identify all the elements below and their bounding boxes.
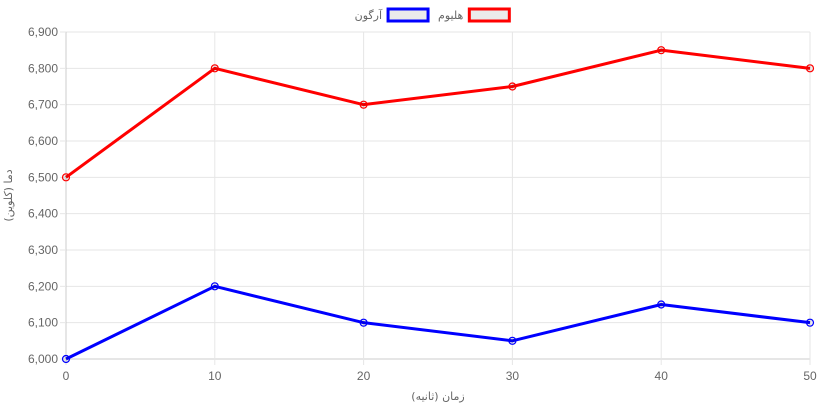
series-layer — [61, 46, 815, 364]
y-tick-label: 6,400 — [28, 207, 58, 221]
y-tick-label: 6,700 — [28, 98, 58, 112]
y-tick-label: 6,300 — [28, 243, 58, 257]
legend-label: هلیوم — [438, 9, 463, 22]
y-tick-label: 6,200 — [28, 279, 58, 293]
x-tick-label: 10 — [208, 369, 222, 383]
legend-swatch — [467, 7, 511, 23]
series-1 — [61, 46, 815, 182]
data-point[interactable] — [210, 282, 219, 291]
y-tick-label: 6,900 — [28, 25, 58, 39]
data-point[interactable] — [210, 64, 219, 73]
y-tick-label: 6,600 — [28, 134, 58, 148]
x-tick-label: 40 — [655, 369, 669, 383]
legend-item[interactable]: هلیوم — [438, 7, 511, 23]
y-tick-label: 6,100 — [28, 316, 58, 330]
series-line — [65, 48, 811, 179]
grid — [65, 31, 811, 360]
legend-label: آرگون — [355, 8, 383, 22]
data-point[interactable] — [805, 64, 815, 73]
axes: 6,000 6,100 6,200 6,300 6,400 6,500 6,600 6,700… — [28, 25, 817, 383]
data-point[interactable] — [508, 336, 517, 345]
data-point[interactable] — [359, 100, 368, 109]
x-tick-label: 0 — [63, 369, 70, 383]
data-point[interactable] — [61, 354, 71, 364]
y-tick-label: 6,000 — [28, 352, 58, 366]
y-axis-title: دما (کلوین) — [2, 169, 15, 221]
x-tick-label: 30 — [506, 369, 520, 383]
series-line — [65, 284, 811, 361]
legend-item[interactable]: آرگون — [355, 7, 430, 23]
data-point[interactable] — [657, 46, 666, 55]
legend[interactable]: هلیوم آرگون — [355, 7, 511, 23]
data-point[interactable] — [657, 300, 666, 309]
series-2 — [61, 282, 815, 364]
data-point[interactable] — [61, 173, 71, 182]
data-point[interactable] — [805, 318, 815, 327]
data-point[interactable] — [359, 318, 368, 327]
data-point[interactable] — [508, 82, 517, 91]
x-tick-label: 50 — [803, 369, 817, 383]
x-axis-title: زمان (ثانیه) — [411, 390, 464, 403]
legend-swatch — [386, 7, 430, 23]
y-tick-label: 6,500 — [28, 170, 58, 184]
x-tick-label: 20 — [357, 369, 371, 383]
y-tick-label: 6,800 — [28, 61, 58, 75]
